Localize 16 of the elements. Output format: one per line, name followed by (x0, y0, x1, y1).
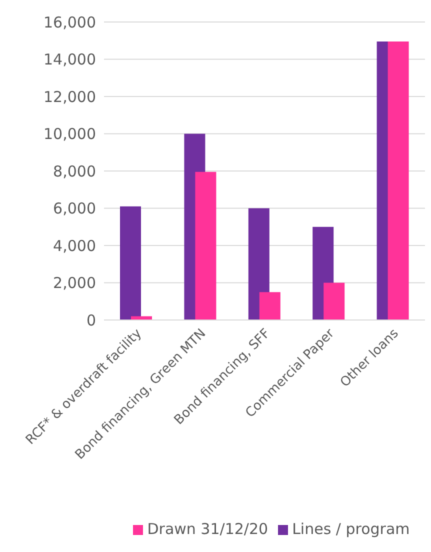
bar (120, 206, 141, 320)
legend-label: Lines / program (292, 520, 410, 538)
y-tick-label: 16,000 (44, 13, 96, 32)
legend-label: Drawn 31/12/20 (147, 520, 268, 538)
y-tick-label: 6,000 (53, 200, 96, 218)
bar (388, 42, 409, 320)
bar (259, 292, 280, 320)
y-tick-label: 4,000 (53, 236, 96, 255)
bar (195, 172, 216, 320)
y-tick-label: 2,000 (53, 274, 96, 292)
y-tick-label: 8,000 (53, 162, 96, 180)
y-tick-label: 12,000 (44, 88, 96, 106)
y-tick-label: 0 (86, 311, 96, 330)
y-tick-label: 10,000 (44, 125, 96, 144)
y-tick-label: 14,000 (44, 50, 96, 69)
bar (324, 282, 345, 320)
